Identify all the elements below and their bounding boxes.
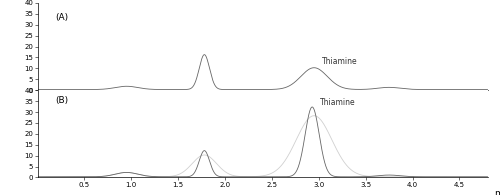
Text: min: min	[494, 189, 500, 195]
Text: Thiamine: Thiamine	[320, 98, 356, 106]
Text: (B): (B)	[56, 96, 68, 105]
Text: Thiamine: Thiamine	[322, 57, 357, 66]
Text: (A): (A)	[56, 13, 68, 22]
